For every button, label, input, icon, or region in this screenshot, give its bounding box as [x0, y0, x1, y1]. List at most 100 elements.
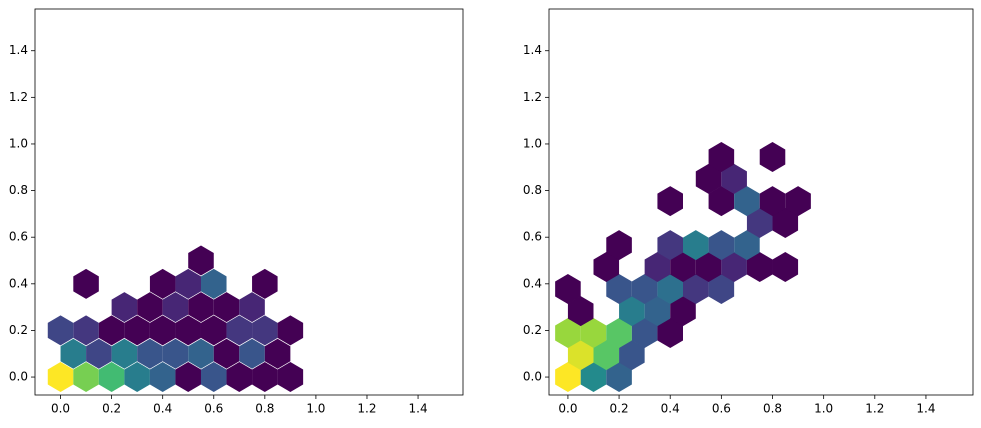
hex-cell [657, 273, 683, 304]
axes: 0.0 0.2 0.4 0.6 0.8 1.0 1.2 1.4 0.0 0.2 0.4 0.6 0.8 1… [9, 8, 464, 416]
axes: 0.0 0.2 0.4 0.6 0.8 1.0 1.2 1.4 0.0 0.2 0.4 0.6 0.8 1… [523, 8, 974, 416]
y-tick-label: 1.0 [9, 136, 28, 150]
hex-cell [252, 315, 278, 346]
y-tick-label: 0.0 [523, 370, 542, 384]
hex-cell [657, 186, 683, 217]
hex-cell [631, 318, 658, 348]
axes-frame [34, 8, 464, 396]
x-tick-label: 0.8 [763, 402, 782, 416]
hex-cell [73, 315, 99, 346]
hex-cell [567, 340, 594, 371]
hex-cell [657, 318, 683, 348]
x-tick-label: 1.2 [865, 402, 884, 416]
hex-cell [137, 338, 163, 369]
x-tick-label: 0.0 [51, 402, 70, 416]
hex-cell [555, 273, 581, 304]
hex-cell [277, 315, 304, 346]
hex-cell [708, 142, 735, 173]
x-tick-label: 0.0 [558, 402, 577, 416]
hex-cell [670, 296, 696, 327]
hex-cell [708, 230, 735, 261]
y-tick-label: 0.8 [523, 183, 542, 197]
hex-cell [213, 292, 240, 323]
y-tick-label: 1.4 [9, 43, 28, 57]
hex-cell [98, 362, 125, 393]
hex-cell [567, 296, 594, 327]
hex-cell [708, 186, 735, 217]
hex-cell [252, 268, 278, 299]
hex-cell [631, 273, 658, 304]
hex-cell [619, 296, 645, 327]
hex-cell [137, 292, 163, 323]
hex-cell [708, 273, 735, 304]
hex-cell [200, 362, 227, 393]
x-tick-label: 1.2 [357, 402, 376, 416]
x-tick-label: 0.4 [153, 402, 172, 416]
hex-cell [785, 186, 811, 217]
hex-cell [606, 318, 632, 348]
hex-cell [60, 338, 87, 369]
hex-cell [226, 315, 253, 346]
hex-cell [746, 207, 773, 238]
hex-cell [149, 362, 176, 393]
y-tick-label: 0.4 [9, 276, 28, 290]
y-tick-label: 1.2 [9, 90, 28, 104]
y-tick-label: 0.6 [523, 230, 542, 244]
hex-cell [734, 230, 760, 261]
hex-cell [555, 362, 581, 393]
hex-cell [111, 292, 138, 323]
hex-cell [759, 186, 786, 217]
hex-cell [188, 292, 214, 323]
hex-cell [644, 252, 671, 283]
hex-cell [200, 315, 227, 346]
y-tick-label: 1.4 [523, 43, 542, 57]
hex-cell [111, 338, 138, 369]
hex-cell [759, 142, 786, 173]
hex-cell [606, 362, 632, 393]
hex-cell [555, 318, 581, 348]
y-tick-label: 0.2 [9, 323, 28, 337]
hex-cell [619, 340, 645, 371]
hex-cell [73, 362, 99, 393]
hex-cell [580, 318, 607, 348]
x-tick-label: 0.6 [712, 402, 731, 416]
hex-cell [721, 163, 747, 194]
hex-cell [644, 296, 671, 327]
x-tick-label: 1.0 [814, 402, 833, 416]
hex-cell [98, 315, 125, 346]
hex-cell [580, 362, 607, 393]
x-tick-label: 0.2 [102, 402, 121, 416]
x-tick-label: 0.8 [255, 402, 274, 416]
hex-cell [264, 338, 291, 369]
hex-cell [200, 268, 227, 299]
hex-cell [175, 315, 201, 346]
y-tick-label: 0.0 [9, 370, 28, 384]
hex-cell [47, 315, 74, 346]
hex-cell [175, 362, 201, 393]
hex-cell [683, 273, 709, 304]
y-tick-label: 0.4 [523, 276, 542, 290]
hex-cell [772, 207, 799, 238]
hex-cell [721, 252, 747, 283]
hex-cell [124, 362, 150, 393]
hex-cell [683, 230, 709, 261]
y-tick-label: 1.0 [523, 136, 542, 150]
hex-cell [239, 292, 265, 323]
x-tick-label: 1.4 [409, 402, 428, 416]
hex-cell [149, 268, 176, 299]
hex-cell [149, 315, 176, 346]
x-tick-label: 0.4 [661, 402, 680, 416]
y-tick-label: 0.8 [9, 183, 28, 197]
hex-cell [606, 273, 632, 304]
hex-cell [239, 338, 265, 369]
hex-cell [606, 230, 632, 261]
hex-cell [772, 252, 799, 283]
hex-cell [746, 252, 773, 283]
hex-cell [73, 268, 99, 299]
hex-cell [657, 230, 683, 261]
hex-cell [734, 186, 760, 217]
x-tick-label: 0.6 [204, 402, 223, 416]
x-tick-label: 0.2 [610, 402, 629, 416]
hex-cell [277, 362, 304, 393]
